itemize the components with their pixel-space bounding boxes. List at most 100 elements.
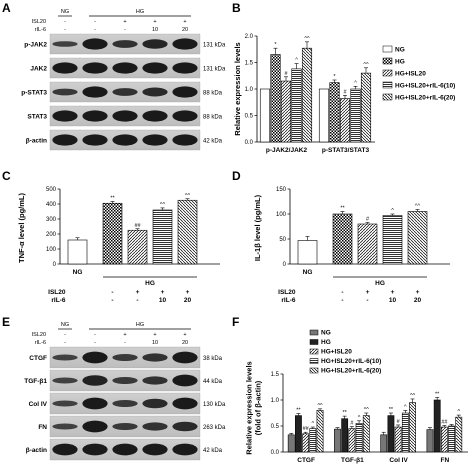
y-tick-label: 100 [46,247,57,253]
category-label: p-STAT3/STAT3 [322,147,370,154]
treatment-value: + [153,19,156,25]
significance-mark: # [397,419,401,425]
treatment-value: - [124,340,126,346]
blot-band [52,400,78,407]
blot-band [172,374,198,387]
treatment-value: 10 [389,297,397,304]
kda-label: 263 kDa [203,425,226,431]
blot-band [52,110,78,122]
treatment-value: + [366,289,370,296]
bar [433,399,441,453]
protein-label: CTGF [29,355,47,362]
treatment-value: - [341,289,343,296]
significance-mark: # [350,421,354,427]
significance-mark: ^ [354,80,357,86]
protein-label: Col IV [29,401,48,408]
bar [67,239,88,265]
significance-mark: ## [303,426,310,432]
blot-band [82,38,108,50]
bar [455,416,463,453]
blot-band [112,110,138,122]
blot-band [112,88,138,96]
kda-label: 38 kDa [203,356,223,362]
significance-mark: ** [343,410,348,416]
y-tick-label: 0 [53,262,57,268]
legend-swatch [309,339,319,345]
y-tick-label: 1.0 [271,398,280,404]
treatment-label: ISL20 [278,289,296,296]
group-label-hg: HG [136,9,144,15]
y-tick-label: 150 [276,187,287,193]
y-tick-label: 1.5 [245,61,254,67]
treatment-value: - [94,340,96,346]
y-tick-label: 0.5 [245,114,254,120]
y-axis-label: TNF-α level (pg/mL) [17,192,26,263]
group-label-ng: NG [61,9,69,15]
bar [270,54,281,143]
panel-label-d: D [232,169,241,183]
kda-label: 131 kDa [203,43,226,49]
y-tick-label: 0 [283,262,287,268]
bar [177,199,198,265]
treatment-label: rIL-6 [35,340,46,346]
bar [102,202,123,265]
blot-band [52,62,78,74]
blot-band [172,62,198,74]
legend-label: HG+ISL20 [395,71,426,78]
bar [280,80,292,143]
blot-band [82,443,108,456]
significance-mark: * [274,42,277,48]
significance-mark: ** [296,408,301,414]
bar [309,428,317,453]
treatment-value: + [391,289,395,296]
protein-label: JAK2 [30,66,47,73]
bar [339,98,351,143]
treatment-value: + [416,289,420,296]
y-tick-label: 1.0 [245,87,254,93]
treatment-label: ISL20 [32,19,46,25]
legend-label: HG [321,339,331,346]
legend-swatch [382,69,393,77]
significance-mark: ** [435,391,440,397]
legend-swatch [309,348,319,355]
treatment-value: + [183,19,186,25]
y-tick-label: 2.0 [245,34,254,40]
legend-swatch [382,81,393,89]
significance-mark: * [333,74,336,80]
blot-band [82,86,108,98]
blot-band [112,353,138,362]
y-tick-label: 0.5 [271,424,280,430]
treatment-value: + [123,19,126,25]
blot-band [112,62,138,74]
blot-band [52,41,78,47]
kda-label: 44 kDa [203,379,223,385]
blot-band [172,134,198,146]
blot-band [52,134,78,146]
legend-label: HG+ISL20+rIL-6(20) [395,95,455,102]
legend-label: NG [321,330,331,337]
treatment-label: rIL-6 [281,297,295,304]
significance-mark: # [284,71,288,77]
significance-mark: ^^ [317,403,323,409]
panel-label-c: C [2,169,11,183]
bar [407,211,428,265]
treatment-value: - [136,297,138,304]
blot-band [112,134,138,146]
bar [302,433,310,453]
blot-band [112,422,138,431]
bar [380,434,388,453]
significance-mark: ^ [358,415,361,421]
significance-mark: ^ [404,404,407,410]
treatment-value: + [153,332,156,338]
bar [348,428,356,453]
treatment-value: 10 [159,297,167,304]
chart-c: 0 100 200 300 400 500 TNF-α level (pg/mL) ** ## ^… [17,187,220,304]
treatment-value: - [94,332,96,338]
treatment-label: rIL-6 [51,297,65,304]
blot-band [112,399,138,408]
significance-mark: ^^ [364,407,370,413]
treatment-value: 20 [182,27,188,33]
bar [401,412,409,453]
legend-swatch [382,93,393,101]
bar [382,215,403,265]
